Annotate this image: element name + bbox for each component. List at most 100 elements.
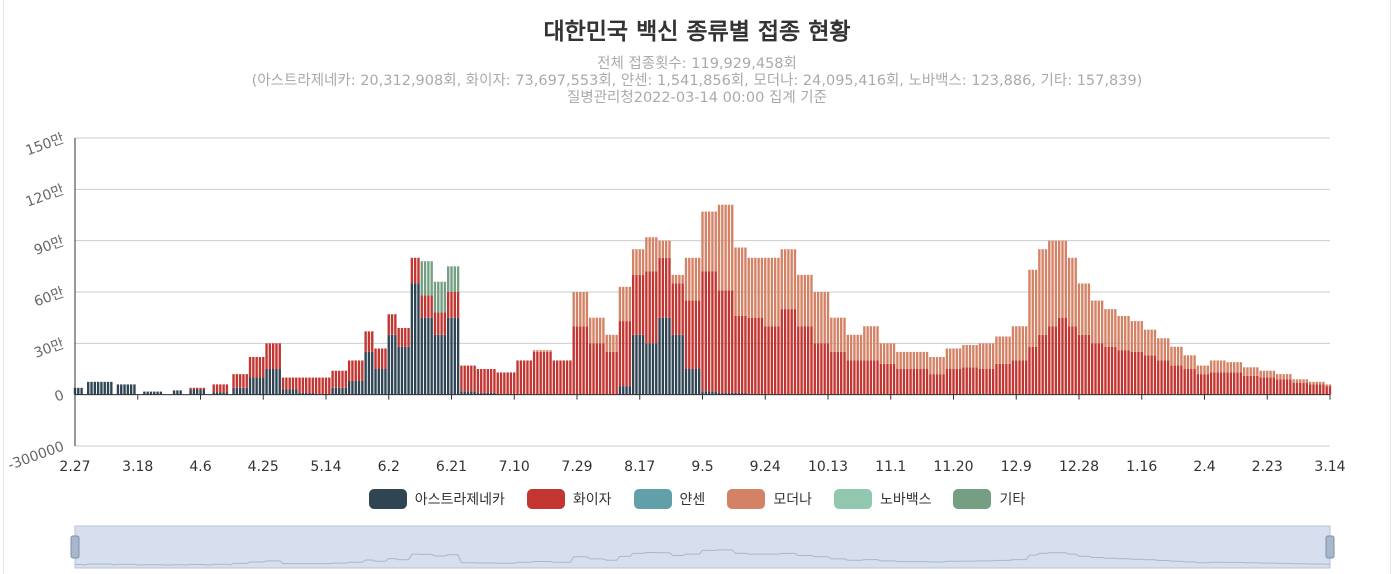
bar-moderna[interactable] <box>539 350 542 352</box>
bar-pfizer[interactable] <box>585 326 589 395</box>
bar-pfizer[interactable] <box>645 271 648 344</box>
bar-pfizer[interactable] <box>222 384 225 393</box>
bar-pfizer[interactable] <box>519 360 523 395</box>
bar-az[interactable] <box>450 317 453 395</box>
bar-pfizer[interactable] <box>773 326 777 395</box>
bar-moderna[interactable] <box>727 204 731 291</box>
bar-az[interactable] <box>179 390 182 395</box>
bar-az[interactable] <box>225 392 229 395</box>
bar-pfizer[interactable] <box>856 360 859 395</box>
bar-az[interactable] <box>80 387 83 395</box>
bar-moderna[interactable] <box>707 211 711 272</box>
bar-moderna[interactable] <box>945 348 949 369</box>
bar-moderna[interactable] <box>1176 346 1180 366</box>
bar-az[interactable] <box>618 386 622 395</box>
bar-pfizer[interactable] <box>1163 360 1167 395</box>
bar-moderna[interactable] <box>925 351 929 369</box>
bar-moderna[interactable] <box>803 274 807 327</box>
bar-moderna[interactable] <box>962 345 965 368</box>
bar-moderna[interactable] <box>1233 362 1236 373</box>
bar-moderna[interactable] <box>717 204 721 291</box>
bar-moderna[interactable] <box>641 249 645 275</box>
bar-pfizer[interactable] <box>826 343 830 395</box>
bar-az[interactable] <box>238 387 242 395</box>
bar-pfizer[interactable] <box>384 348 387 369</box>
bar-pfizer[interactable] <box>354 360 357 381</box>
bar-pfizer[interactable] <box>1157 360 1160 395</box>
bar-az[interactable] <box>638 334 641 395</box>
bar-pfizer[interactable] <box>288 377 291 390</box>
bar-az[interactable] <box>645 343 648 395</box>
bar-pfizer[interactable] <box>443 312 447 335</box>
bar-pfizer[interactable] <box>427 295 430 318</box>
bar-az[interactable] <box>631 334 635 395</box>
bar-moderna[interactable] <box>1124 315 1127 351</box>
bar-pfizer[interactable] <box>1209 372 1213 395</box>
bar-pfizer[interactable] <box>1200 374 1203 395</box>
bar-moderna[interactable] <box>1127 315 1130 351</box>
bar-pfizer[interactable] <box>539 351 542 395</box>
bar-pfizer[interactable] <box>998 363 1001 395</box>
bar-moderna[interactable] <box>602 317 605 344</box>
bar-moderna[interactable] <box>691 257 694 301</box>
bar-pfizer[interactable] <box>625 321 628 387</box>
bar-pfizer[interactable] <box>1153 355 1157 395</box>
bar-moderna[interactable] <box>1038 249 1041 335</box>
bar-pfizer[interactable] <box>615 351 618 395</box>
bar-moderna[interactable] <box>1318 381 1322 385</box>
bar-moderna[interactable] <box>1061 240 1064 318</box>
bar-moderna[interactable] <box>853 334 856 361</box>
bar-pfizer[interactable] <box>440 312 443 335</box>
bar-moderna[interactable] <box>615 334 618 352</box>
bar-moderna[interactable] <box>1130 321 1134 352</box>
bar-az[interactable] <box>423 317 427 395</box>
bar-etc[interactable] <box>450 266 453 292</box>
bar-pfizer[interactable] <box>1299 382 1302 395</box>
bar-pfizer[interactable] <box>1196 374 1200 395</box>
bar-pfizer[interactable] <box>387 314 390 335</box>
bar-pfizer[interactable] <box>915 369 919 395</box>
bar-moderna[interactable] <box>1166 338 1170 361</box>
bar-pfizer[interactable] <box>704 271 707 392</box>
bar-az[interactable] <box>456 317 460 395</box>
bar-pfizer[interactable] <box>605 351 608 395</box>
bar-pfizer[interactable] <box>1100 343 1104 395</box>
bar-pfizer[interactable] <box>833 351 836 395</box>
bar-pfizer[interactable] <box>258 357 262 378</box>
bar-pfizer[interactable] <box>793 309 797 395</box>
bar-pfizer[interactable] <box>869 360 873 395</box>
bar-pfizer[interactable] <box>413 257 417 284</box>
bar-pfizer[interactable] <box>291 377 295 390</box>
bar-az[interactable] <box>149 391 153 395</box>
bar-pfizer[interactable] <box>1180 365 1183 395</box>
bar-pfizer[interactable] <box>674 283 678 335</box>
bar-moderna[interactable] <box>1206 365 1209 375</box>
bar-pfizer[interactable] <box>701 271 704 392</box>
bar-moderna[interactable] <box>622 286 625 322</box>
bar-pfizer[interactable] <box>790 309 793 395</box>
bar-pfizer[interactable] <box>806 326 810 395</box>
bar-pfizer[interactable] <box>496 372 499 395</box>
bar-az[interactable] <box>390 334 394 395</box>
zoom-handle-right[interactable] <box>1325 535 1335 559</box>
bar-pfizer[interactable] <box>390 314 394 335</box>
bar-pfizer[interactable] <box>1137 351 1140 395</box>
bar-pfizer[interactable] <box>698 300 701 369</box>
bar-etc[interactable] <box>456 266 460 292</box>
bar-az[interactable] <box>664 317 668 395</box>
bar-moderna[interactable] <box>843 317 846 352</box>
bar-pfizer[interactable] <box>1249 375 1252 395</box>
bar-moderna[interactable] <box>1209 360 1213 373</box>
bar-az[interactable] <box>341 387 344 395</box>
bar-moderna[interactable] <box>1104 309 1107 347</box>
bar-pfizer[interactable] <box>430 295 433 318</box>
bar-pfizer[interactable] <box>595 343 599 395</box>
bar-pfizer[interactable] <box>522 360 526 395</box>
bar-az[interactable] <box>628 386 632 395</box>
bar-pfizer[interactable] <box>972 367 975 395</box>
bar-moderna[interactable] <box>958 348 962 369</box>
bar-pfizer[interactable] <box>529 360 532 395</box>
bar-moderna[interactable] <box>737 247 741 316</box>
bar-az[interactable] <box>245 387 248 395</box>
bar-pfizer[interactable] <box>1282 379 1285 395</box>
